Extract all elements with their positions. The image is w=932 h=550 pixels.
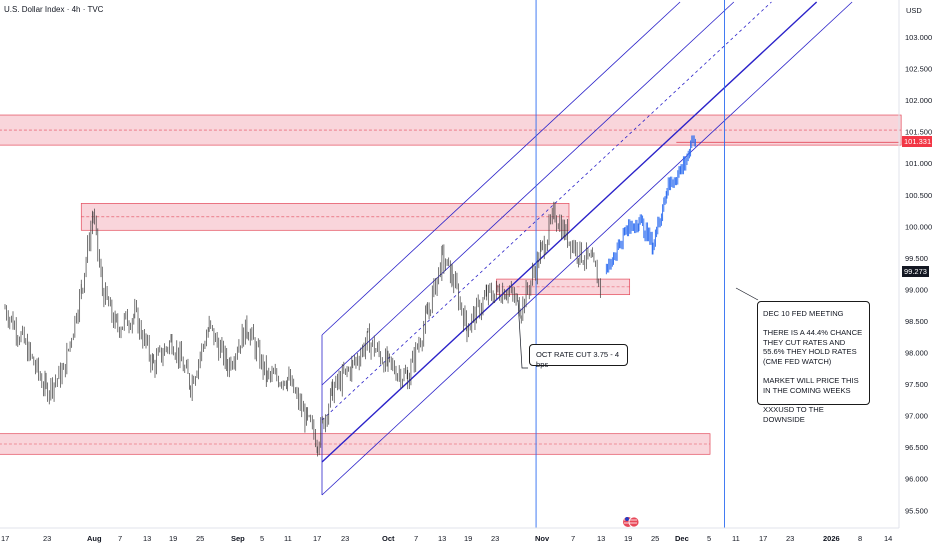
- candles-layer: [4, 201, 601, 457]
- time-tick-label: 5: [260, 534, 264, 543]
- price-tick-label: 96.000: [905, 475, 928, 484]
- time-tick-label: 25: [196, 534, 204, 543]
- price-tick-label: 98.000: [905, 349, 928, 358]
- price-tick-label: 103.000: [905, 33, 932, 42]
- time-tick-label: 14: [884, 534, 892, 543]
- price-tick-label: 97.000: [905, 412, 928, 421]
- time-tick-label: 19: [464, 534, 472, 543]
- time-tick-label: 7: [571, 534, 575, 543]
- time-tick-label: Dec: [675, 534, 689, 543]
- marked-price-tag: 99.273: [902, 266, 929, 277]
- time-tick-label: 25: [651, 534, 659, 543]
- pitchfork-channel: [321, 1, 853, 496]
- time-tick-label: 19: [169, 534, 177, 543]
- dec-fed-meeting-note[interactable]: DEC 10 FED MEETING THERE IS A 44.4% CHAN…: [757, 301, 870, 424]
- dec-fed-meeting-text: DEC 10 FED MEETING THERE IS A 44.4% CHAN…: [763, 309, 863, 424]
- time-tick-label: Aug: [87, 534, 102, 543]
- time-tick-label: 7: [118, 534, 122, 543]
- time-tick-label: 23: [341, 534, 349, 543]
- time-tick-label: 2026: [823, 534, 840, 543]
- channel-line-3: [321, 1, 853, 496]
- dec-fed-callout-pointer: [735, 287, 759, 301]
- price-tick-label: 100.000: [905, 222, 932, 231]
- time-tick-label: Nov: [535, 534, 550, 543]
- time-tick-label: 11: [732, 534, 740, 543]
- time-tick-label: 7: [414, 534, 418, 543]
- price-tick-label: 97.500: [905, 380, 928, 389]
- price-tick-label: 101.500: [905, 128, 932, 137]
- projection-layer: [605, 135, 696, 275]
- vertical-lines: [535, 0, 725, 528]
- price-tick-label: 101.000: [905, 159, 932, 168]
- events-icon[interactable]: [623, 516, 640, 528]
- time-tick-label: Oct: [382, 534, 395, 543]
- oct-cut-callout-pointer: [517, 299, 528, 369]
- zones-layer: [0, 114, 902, 455]
- price-tick-label: 99.500: [905, 254, 928, 263]
- channel-line-1: [321, 1, 735, 386]
- price-tick-label: 96.500: [905, 443, 928, 452]
- time-tick-label: Sep: [231, 534, 245, 543]
- price-tick-label: 100.500: [905, 191, 932, 200]
- time-tick-label: 17: [1, 534, 9, 543]
- time-tick-label: 23: [786, 534, 794, 543]
- zone-1: [80, 203, 570, 231]
- channel-line-0: [321, 1, 681, 336]
- price-unit-label: USD: [906, 6, 922, 15]
- price-tick-label: 99.000: [905, 285, 928, 294]
- oct-rate-cut-text: OCT RATE CUT 3.75 - 4 bps: [536, 350, 620, 369]
- price-tick-label: 98.500: [905, 317, 928, 326]
- time-tick-label: 13: [143, 534, 151, 543]
- time-tick-label: 8: [858, 534, 862, 543]
- price-axis: 103.000 102.500 102.000 101.500 101.000 100.5…: [905, 33, 932, 515]
- time-axis: 17 23 Aug 7 13 19 25 Sep 5 11 17 23 Oct 7 13 19 23 Nov 7 13…: [1, 534, 892, 543]
- time-tick-label: 13: [438, 534, 446, 543]
- price-tick-label: 102.000: [905, 96, 932, 105]
- price-tick-label: 102.500: [905, 65, 932, 74]
- time-tick-label: 17: [313, 534, 321, 543]
- chart-title: U.S. Dollar Index · 4h · TVC: [4, 5, 104, 14]
- time-tick-label: 19: [624, 534, 632, 543]
- time-tick-label: 23: [43, 534, 51, 543]
- channel-line-2: [321, 1, 818, 463]
- time-tick-label: 13: [597, 534, 605, 543]
- channel-line-4: [321, 1, 772, 421]
- time-tick-label: 11: [284, 534, 292, 543]
- time-tick-label: 5: [707, 534, 711, 543]
- price-tick-label: 95.500: [905, 506, 928, 515]
- time-tick-label: 23: [491, 534, 499, 543]
- last-price-tag: 101.331: [902, 136, 932, 147]
- time-tick-label: 17: [759, 534, 767, 543]
- oct-rate-cut-note[interactable]: OCT RATE CUT 3.75 - 4 bps: [529, 344, 628, 369]
